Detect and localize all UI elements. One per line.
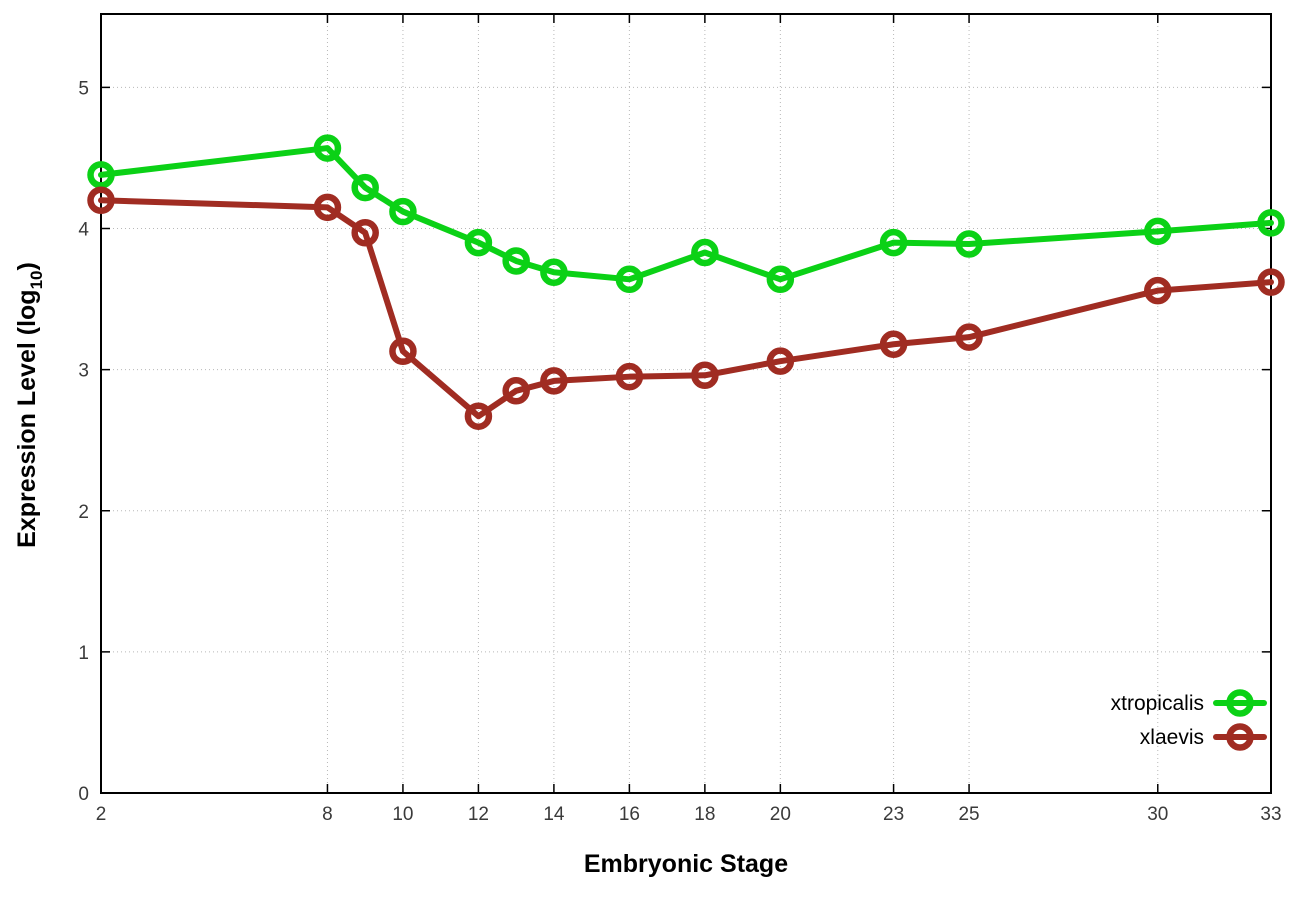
plot-border (100, 13, 1272, 794)
gridlines (101, 14, 1272, 793)
data-point-xlaevis (1144, 276, 1172, 305)
y-tick-label: 4 (78, 220, 89, 241)
y-axis-title-text: Expression Level (log (13, 289, 41, 548)
y-axis-title-subscript: 10 (27, 270, 46, 290)
data-point-xtropicalis (1257, 209, 1285, 237)
data-point-xtropicalis (615, 265, 644, 294)
data-point-xtropicalis (313, 134, 342, 162)
x-axis-title: Embryonic Stage (583, 850, 789, 878)
y-tick-label: 3 (78, 361, 89, 382)
x-tick-label: 25 (958, 804, 979, 825)
series-line-xtropicalis (98, 145, 1274, 283)
data-point-xtropicalis (389, 197, 417, 226)
y-tick-label: 5 (78, 78, 89, 99)
data-point-xlaevis (540, 367, 568, 395)
data-point-xtropicalis (502, 247, 530, 275)
x-tick-label: 30 (1147, 804, 1168, 825)
y-tick-label: 2 (78, 502, 89, 523)
x-tick-label: 23 (883, 804, 904, 825)
data-point-xtropicalis (879, 228, 908, 257)
y-tick-label: 1 (78, 643, 89, 664)
data-point-xlaevis (766, 347, 795, 375)
legend-label-xlaevis: xlaevis (1140, 726, 1204, 749)
data-point-xlaevis (87, 186, 115, 215)
y-axis-title: Expression Level (log10) (13, 105, 47, 705)
data-point-xtropicalis (955, 230, 983, 258)
data-point-xlaevis (879, 330, 908, 358)
data-point-xlaevis (1257, 268, 1285, 296)
data-point-xtropicalis (540, 258, 568, 287)
legend: xtropicalis xlaevis (1111, 689, 1267, 751)
x-tick-label: 10 (392, 804, 413, 825)
x-tick-label: 12 (468, 804, 489, 825)
y-axis-title-suffix: ) (13, 262, 41, 271)
data-point-xlaevis (955, 323, 983, 351)
x-tick-label: 18 (694, 804, 715, 825)
x-tick-label: 14 (543, 804, 565, 825)
data-point-xlaevis (502, 377, 530, 405)
data-point-xlaevis (351, 218, 379, 247)
data-point-xlaevis (691, 361, 719, 390)
tick-marks (100, 14, 1272, 794)
data-point-xtropicalis (766, 265, 795, 294)
data-point-xtropicalis (464, 228, 493, 257)
data-point-xtropicalis (691, 238, 719, 267)
legend-sample-marker-xlaevis (1226, 723, 1254, 751)
x-tick-label: 16 (619, 804, 640, 825)
data-point-xtropicalis (87, 161, 115, 189)
y-tick-label: 0 (78, 784, 89, 805)
legend-label-xtropicalis: xtropicalis (1111, 692, 1204, 715)
data-point-xlaevis (464, 402, 493, 430)
data-point-xlaevis (389, 337, 417, 366)
x-tick-label: 33 (1260, 804, 1281, 825)
data-point-xtropicalis (351, 173, 379, 202)
x-tick-label: 8 (322, 804, 333, 825)
x-tick-label: 20 (770, 804, 791, 825)
x-tick-label: 2 (96, 804, 107, 825)
data-point-xtropicalis (1144, 217, 1172, 246)
legend-sample-marker-xtropicalis (1226, 689, 1254, 717)
data-point-xlaevis (313, 193, 342, 222)
data-point-xlaevis (615, 362, 644, 391)
